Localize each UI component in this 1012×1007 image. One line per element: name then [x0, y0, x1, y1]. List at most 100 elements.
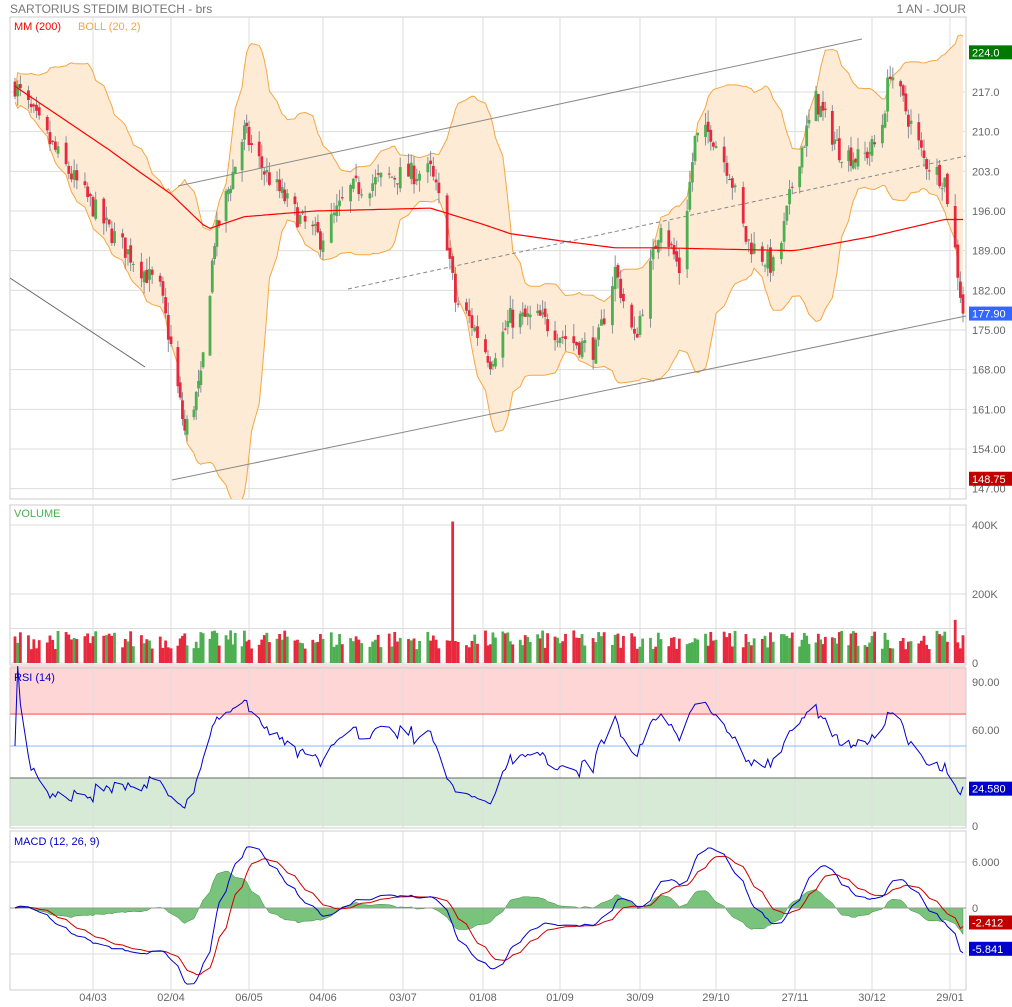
candle: [501, 331, 505, 358]
volume-bar: [722, 631, 726, 663]
volume-bar: [704, 633, 707, 663]
candle: [518, 313, 522, 328]
candle: [67, 165, 71, 174]
candle: [854, 158, 858, 163]
volume-bar: [131, 646, 135, 663]
candle: [847, 150, 851, 162]
volume-bar: [484, 630, 487, 663]
volume-bar: [351, 641, 355, 663]
volume-bar: [393, 631, 397, 663]
macd-histogram: [14, 870, 964, 936]
volume-bar: [126, 641, 130, 663]
candle: [354, 175, 358, 179]
chart-title: SARTORIUS STEDIM BIOTECH - brs: [10, 2, 212, 16]
volume-bar: [418, 640, 421, 663]
volume-bar: [231, 644, 235, 663]
candle: [959, 281, 962, 298]
volume-bar: [88, 643, 92, 663]
volume-bar: [602, 632, 606, 663]
volume-bar: [476, 643, 479, 663]
date-axis-label: 03/07: [389, 992, 417, 1004]
volume-bar: [148, 640, 151, 663]
rsi-panel: [14, 665, 964, 809]
candle: [142, 271, 146, 283]
macd-badge-bg: [969, 915, 1012, 930]
bollinger-fill: [15, 35, 963, 499]
candle: [199, 370, 203, 386]
candle: [656, 240, 660, 253]
rsi-axis-label: 0: [972, 821, 978, 833]
candle: [725, 162, 729, 176]
volume-bar: [354, 636, 358, 663]
volume-bar: [835, 643, 839, 663]
price-badge-bg: [969, 471, 1012, 486]
volume-bar: [823, 636, 827, 663]
candle: [32, 104, 36, 107]
volume-axis-label: 200K: [972, 589, 998, 601]
volume-bar: [760, 638, 764, 663]
candle: [467, 310, 471, 317]
volume-bar: [779, 634, 783, 663]
volume-bar: [489, 644, 492, 663]
volume-bar: [113, 632, 116, 663]
candle: [407, 163, 410, 177]
volume-bar: [448, 640, 452, 663]
candle: [13, 81, 17, 97]
volume-bar: [577, 637, 581, 663]
candle: [371, 183, 375, 191]
candle: [769, 247, 772, 273]
macd-signal-line: [14, 855, 964, 976]
volume-bar: [561, 641, 565, 663]
candle: [888, 76, 892, 80]
candle: [412, 165, 416, 185]
volume-bar: [961, 635, 965, 663]
price-axis-label: 182.00: [972, 285, 1006, 297]
candle: [393, 178, 397, 180]
volume-bar: [110, 635, 114, 663]
candle: [45, 116, 49, 131]
volume-bar: [659, 639, 663, 663]
candle: [53, 141, 57, 150]
candle: [415, 178, 419, 182]
candle: [357, 182, 361, 195]
volume-bar: [856, 645, 860, 663]
volume-axis-label: 400K: [972, 520, 998, 532]
candle: [166, 314, 170, 340]
volume-bar: [833, 637, 837, 663]
volume-bar: [771, 641, 775, 663]
volume-bar: [766, 647, 770, 663]
candle: [201, 352, 205, 368]
volume-bar: [140, 635, 143, 663]
volume-bar: [470, 640, 474, 663]
period-label[interactable]: 1 AN - JOUR: [897, 2, 967, 16]
candle: [868, 151, 872, 155]
volume-bar: [51, 639, 55, 663]
candle: [577, 342, 581, 355]
candle: [693, 135, 697, 162]
volume-bar: [938, 634, 941, 663]
volume-bar: [730, 646, 734, 663]
volume-bar: [907, 641, 910, 663]
candle: [183, 418, 187, 431]
volume-bar: [651, 648, 655, 663]
volume-bar: [670, 637, 673, 663]
volume-bar: [434, 639, 438, 663]
volume-bar: [45, 642, 49, 663]
candle: [250, 143, 253, 146]
volume-bar: [296, 639, 299, 663]
volume-bar: [491, 632, 495, 663]
volume-bar: [741, 647, 745, 663]
candle: [37, 107, 41, 116]
candle: [722, 146, 726, 163]
volume-bar: [830, 637, 834, 663]
trendline-early: [9, 277, 146, 368]
candle: [747, 239, 751, 241]
volume-bar: [454, 640, 457, 663]
rsi-title: RSI (14): [14, 672, 55, 684]
volume-bar: [158, 636, 162, 663]
price-badge: 177.90: [972, 309, 1006, 321]
candle: [260, 156, 264, 168]
candle: [508, 308, 512, 323]
candle: [110, 228, 114, 244]
